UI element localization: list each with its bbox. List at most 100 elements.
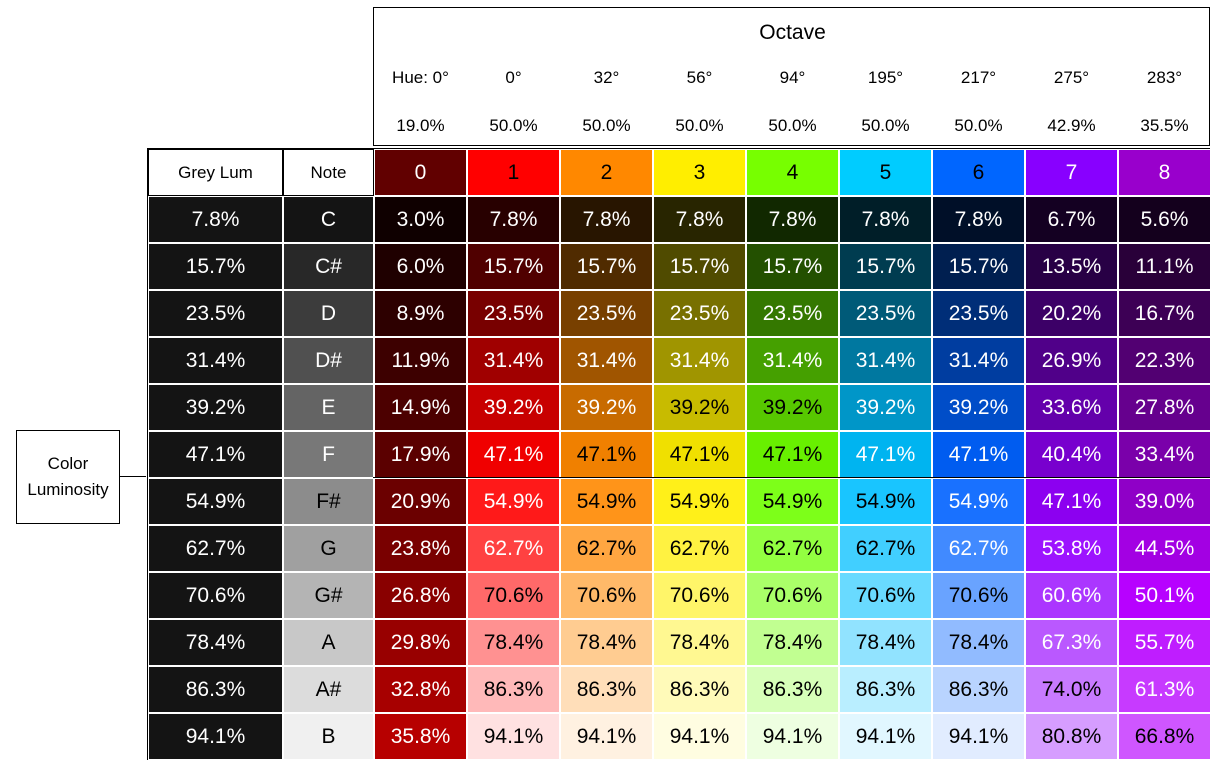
note-cell: A — [283, 619, 374, 666]
note-cell: F — [283, 431, 374, 478]
base-luminosity-label: 50.0% — [582, 116, 631, 135]
luminosity-cell: 26.9% — [1025, 337, 1118, 384]
luminosity-cell: 35.8% — [374, 713, 467, 760]
octave-header-1: 1 — [467, 149, 560, 196]
hue-label: 217° — [960, 68, 997, 87]
luminosity-cell: 70.6% — [560, 572, 653, 619]
luminosity-cell: 86.3% — [653, 666, 746, 713]
luminosity-cell: 15.7% — [467, 243, 560, 290]
luminosity-cell: 27.8% — [1118, 384, 1211, 431]
grey-lum-cell: 78.4% — [148, 619, 283, 666]
luminosity-cell: 33.4% — [1118, 431, 1211, 478]
base-luminosity-label: 42.9% — [1047, 116, 1096, 135]
luminosity-cell: 31.4% — [653, 337, 746, 384]
luminosity-cell: 23.8% — [374, 525, 467, 572]
grey-lum-header: Grey Lum — [148, 149, 283, 196]
luminosity-cell: 61.3% — [1118, 666, 1211, 713]
luminosity-cell: 3.0% — [374, 196, 467, 243]
luminosity-cell: 15.7% — [839, 243, 932, 290]
octave-header-8: 8 — [1118, 149, 1211, 196]
luminosity-cell: 15.7% — [560, 243, 653, 290]
luminosity-cell: 7.8% — [467, 196, 560, 243]
luminosity-cell: 67.3% — [1025, 619, 1118, 666]
luminosity-cell: 8.9% — [374, 290, 467, 337]
luminosity-cell: 6.7% — [1025, 196, 1118, 243]
base-luminosity-label: 35.5% — [1140, 116, 1189, 135]
luminosity-cell: 62.7% — [560, 525, 653, 572]
grey-lum-cell: 62.7% — [148, 525, 283, 572]
table-midline — [373, 477, 1210, 478]
luminosity-cell: 31.4% — [467, 337, 560, 384]
color-luminosity-label: Color Luminosity — [16, 430, 120, 524]
hue-label: Hue: 0° — [392, 68, 449, 87]
hue-label: 94° — [779, 68, 806, 87]
luminosity-cell: 86.3% — [839, 666, 932, 713]
note-cell: D — [283, 290, 374, 337]
note-cell: E — [283, 384, 374, 431]
luminosity-cell: 22.3% — [1118, 337, 1211, 384]
luminosity-cell: 86.3% — [746, 666, 839, 713]
note-cell: A# — [283, 666, 374, 713]
luminosity-cell: 39.2% — [839, 384, 932, 431]
luminosity-cell: 15.7% — [932, 243, 1025, 290]
luminosity-cell: 94.1% — [653, 713, 746, 760]
luminosity-cell: 62.7% — [839, 525, 932, 572]
luminosity-cell: 23.5% — [467, 290, 560, 337]
luminosity-cell: 54.9% — [653, 478, 746, 525]
note-cell: D# — [283, 337, 374, 384]
base-luminosity-label: 50.0% — [489, 116, 538, 135]
octave-header-7: 7 — [1025, 149, 1118, 196]
luminosity-cell: 55.7% — [1118, 619, 1211, 666]
luminosity-cell: 66.8% — [1118, 713, 1211, 760]
luminosity-cell: 14.9% — [374, 384, 467, 431]
note-cell: C# — [283, 243, 374, 290]
luminosity-cell: 16.7% — [1118, 290, 1211, 337]
luminosity-cell: 7.8% — [653, 196, 746, 243]
luminosity-cell: 54.9% — [560, 478, 653, 525]
luminosity-cell: 74.0% — [1025, 666, 1118, 713]
luminosity-cell: 23.5% — [653, 290, 746, 337]
luminosity-cell: 53.8% — [1025, 525, 1118, 572]
hue-label: 56° — [686, 68, 713, 87]
luminosity-cell: 62.7% — [653, 525, 746, 572]
luminosity-cell: 7.8% — [932, 196, 1025, 243]
octave-header-5: 5 — [839, 149, 932, 196]
octave-title: Octave — [759, 21, 826, 44]
luminosity-cell: 11.9% — [374, 337, 467, 384]
octave-header-0: 0 — [374, 149, 467, 196]
luminosity-cell: 94.1% — [467, 713, 560, 760]
luminosity-cell: 47.1% — [839, 431, 932, 478]
luminosity-cell: 7.8% — [839, 196, 932, 243]
grey-lum-cell: 31.4% — [148, 337, 283, 384]
grey-lum-cell: 15.7% — [148, 243, 283, 290]
luminosity-cell: 78.4% — [560, 619, 653, 666]
luminosity-cell: 50.1% — [1118, 572, 1211, 619]
luminosity-cell: 86.3% — [467, 666, 560, 713]
luminosity-cell: 31.4% — [932, 337, 1025, 384]
luminosity-cell: 94.1% — [839, 713, 932, 760]
luminosity-cell: 31.4% — [560, 337, 653, 384]
note-cell: C — [283, 196, 374, 243]
octave-header-2: 2 — [560, 149, 653, 196]
luminosity-cell: 70.6% — [932, 572, 1025, 619]
luminosity-cell: 11.1% — [1118, 243, 1211, 290]
grey-lum-cell: 70.6% — [148, 572, 283, 619]
luminosity-cell: 31.4% — [839, 337, 932, 384]
luminosity-table: Grey Lum Note 0 1 2 3 4 5 6 7 8 7.8% C 3.0% 7.8% 7.8% 7.… — [147, 148, 1211, 760]
note-cell: F# — [283, 478, 374, 525]
luminosity-cell: 15.7% — [746, 243, 839, 290]
luminosity-cell: 44.5% — [1118, 525, 1211, 572]
luminosity-connector-line — [120, 476, 146, 477]
color-luminosity-label-line1: Color — [47, 454, 89, 473]
luminosity-cell: 47.1% — [1025, 478, 1118, 525]
luminosity-cell: 39.2% — [746, 384, 839, 431]
luminosity-cell: 47.1% — [560, 431, 653, 478]
luminosity-cell: 39.2% — [467, 384, 560, 431]
base-luminosity-label: 19.0% — [396, 116, 445, 135]
luminosity-cell: 78.4% — [932, 619, 1025, 666]
grey-lum-cell: 54.9% — [148, 478, 283, 525]
luminosity-cell: 23.5% — [839, 290, 932, 337]
grey-lum-cell: 94.1% — [148, 713, 283, 760]
hue-label: 283° — [1146, 68, 1183, 87]
luminosity-cell: 70.6% — [839, 572, 932, 619]
